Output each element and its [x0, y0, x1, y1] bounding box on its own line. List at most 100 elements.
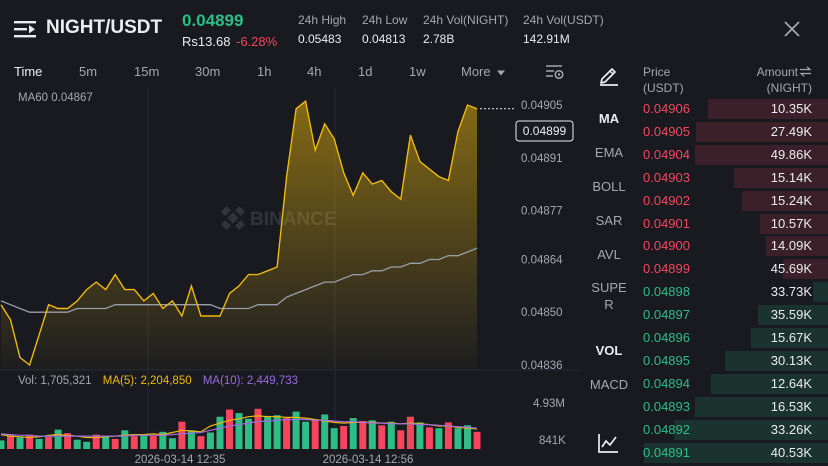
volume-bar: [264, 415, 272, 449]
ask-row[interactable]: 0.04903 15.14K: [640, 167, 828, 189]
volume-value: Vol: 1,705,321: [18, 375, 92, 387]
volume-bar: [0, 440, 5, 449]
volume-tick-low: 841K: [539, 435, 566, 447]
bid-row[interactable]: 0.04892 33.26K: [640, 419, 828, 441]
ask-row[interactable]: 0.04899 45.69K: [640, 258, 828, 280]
ask-depth-bar: [741, 190, 828, 211]
ask-depth-bar: [696, 121, 828, 142]
ask-row[interactable]: 0.04900 14.09K: [640, 235, 828, 257]
ask-depth-bar: [760, 213, 828, 234]
indicator-sar[interactable]: SAR: [595, 213, 623, 228]
bid-price: 0.04898: [643, 284, 690, 300]
ask-row[interactable]: 0.04905 27.49K: [640, 121, 828, 143]
indicator-macd[interactable]: MACD: [589, 377, 629, 392]
chart-type-icon[interactable]: [597, 432, 619, 454]
swap-icon[interactable]: [799, 66, 812, 77]
ask-price: 0.04904: [643, 146, 690, 162]
pair-title[interactable]: NIGHT/USDT: [46, 17, 163, 38]
volume-bar: [378, 425, 386, 449]
indicator-vol[interactable]: VOL: [595, 343, 623, 358]
bid-depth-bar: [643, 442, 828, 463]
volume-bar: [349, 418, 357, 449]
volume-bar: [111, 438, 119, 449]
bid-amount: 33.26K: [770, 421, 812, 437]
time-label-1: 2026-03-14 12:35: [135, 454, 226, 466]
volume-bar: [73, 439, 81, 449]
volume-bar: [435, 428, 443, 449]
ask-amount: 10.57K: [770, 215, 812, 231]
indicator-avl[interactable]: AVL: [597, 247, 621, 262]
bid-row[interactable]: 0.04893 16.53K: [640, 396, 828, 418]
tab-1w[interactable]: 1w: [409, 64, 426, 79]
tab-1h[interactable]: 1h: [257, 64, 272, 79]
price-area-fill: [1, 101, 477, 370]
ask-price: 0.04901: [643, 215, 690, 231]
indicator-ema[interactable]: EMA: [594, 145, 624, 160]
tab-4h[interactable]: 4h: [307, 64, 322, 79]
indicator-boll[interactable]: BOLL: [592, 179, 626, 194]
volume-bar: [92, 434, 100, 449]
tab-more[interactable]: More: [461, 64, 506, 79]
indicator-ma[interactable]: MA: [598, 111, 620, 126]
ask-row[interactable]: 0.04902 15.24K: [640, 190, 828, 212]
bid-amount: 12.64K: [770, 375, 812, 391]
bid-amount: 35.59K: [770, 307, 812, 323]
indicator-super[interactable]: SUPER: [591, 280, 627, 312]
amount-header: Amount: [756, 65, 798, 79]
bid-row[interactable]: 0.04898 33.73K: [640, 281, 828, 303]
bid-amount: 33.73K: [770, 284, 812, 300]
ask-price: 0.04902: [643, 192, 690, 208]
tab-time[interactable]: Time: [14, 64, 43, 79]
bid-amount: 30.13K: [770, 352, 812, 368]
ask-row[interactable]: 0.04906 10.35K: [640, 98, 828, 120]
volume-ma10-line: [0, 418, 478, 437]
bid-price: 0.04895: [643, 352, 690, 368]
volume-bar: [206, 432, 214, 449]
bid-row[interactable]: 0.04897 35.59K: [640, 304, 828, 326]
tab-15m[interactable]: 15m: [134, 64, 160, 79]
close-icon[interactable]: [783, 20, 801, 38]
local-price: Rs13.68: [182, 34, 231, 49]
volume-bar: [140, 434, 148, 449]
volume-tick-high: 4.93M: [533, 398, 565, 410]
chart-settings-icon[interactable]: [545, 63, 565, 81]
tab-30m[interactable]: 30m: [195, 64, 221, 79]
ask-depth-bar: [694, 144, 828, 165]
volume-bar: [292, 411, 300, 449]
price-chart[interactable]: BINANCE 0.049050.048910.048770.048640.04…: [0, 88, 580, 466]
ask-price: 0.04903: [643, 169, 690, 185]
volume-bar: [45, 436, 53, 449]
tab-1d[interactable]: 1d: [358, 64, 373, 79]
volume-bar: [159, 431, 167, 450]
ask-row[interactable]: 0.04901 10.57K: [640, 213, 828, 235]
tab-5m[interactable]: 5m: [79, 64, 98, 79]
ask-amount: 27.49K: [770, 123, 812, 139]
stat-label-low: 24h Low: [362, 13, 408, 27]
price-tick-1: 0.04891: [521, 153, 563, 165]
volume-bar: [226, 409, 233, 449]
price-header: Price: [643, 65, 671, 79]
stat-value-vol-usdt: 142.91M: [523, 32, 570, 46]
volume-bar: [464, 425, 471, 449]
ma60-legend: MA60 0.04867: [18, 92, 93, 104]
volume-bar: [187, 430, 195, 449]
draw-pen-icon[interactable]: [597, 62, 621, 86]
bid-row[interactable]: 0.04894 12.64K: [640, 373, 828, 395]
volume-bar: [273, 415, 281, 449]
ask-amount: 49.86K: [770, 146, 812, 162]
ask-depth-bar: [734, 167, 828, 188]
menu-icon[interactable]: [14, 20, 38, 38]
stat-label-vol-usdt: 24h Vol(USDT): [523, 13, 604, 27]
bid-depth-bar: [758, 305, 828, 326]
volume-bar: [178, 421, 186, 449]
ask-row[interactable]: 0.04904 49.86K: [640, 144, 828, 166]
volume-legend: Vol: 1,705,321 MA(5): 2,204,850 MA(10): …: [18, 375, 298, 387]
bid-row[interactable]: 0.04891 40.53K: [640, 442, 828, 464]
bid-row[interactable]: 0.04896 15.67K: [640, 327, 828, 349]
tab-more-label: More: [461, 64, 491, 79]
volume-bar: [168, 438, 176, 449]
ask-amount: 10.35K: [770, 101, 812, 116]
bid-price: 0.04897: [643, 307, 690, 323]
price-tick-2: 0.04877: [521, 206, 563, 218]
bid-row[interactable]: 0.04895 30.13K: [640, 350, 828, 372]
